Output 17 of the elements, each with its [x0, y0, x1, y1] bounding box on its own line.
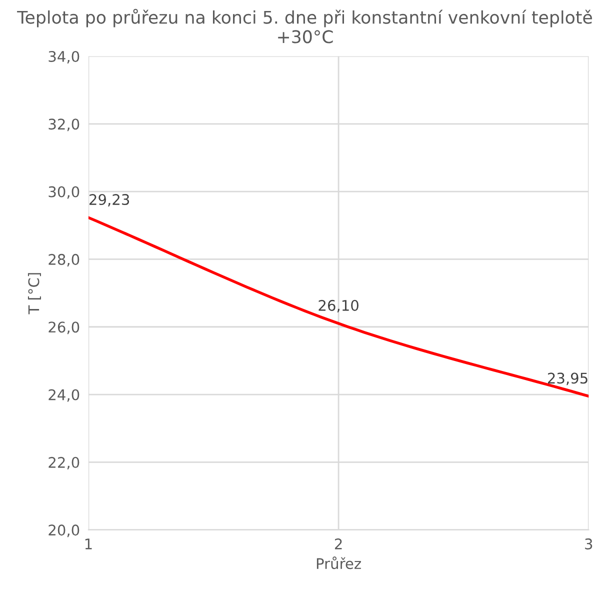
x-axis-title: Průřez	[316, 556, 361, 570]
y-tick-label: 24,0	[48, 389, 80, 402]
y-axis-title: T [°C]	[28, 273, 41, 314]
data-label: 29,23	[90, 194, 130, 207]
y-tick-label: 30,0	[48, 186, 80, 199]
x-tick-label: 2	[334, 538, 342, 550]
x-tick-label: 3	[585, 538, 592, 550]
y-tick-label: 28,0	[48, 254, 80, 266]
chart-title: Teplota po průřezu na konci 5. dne při konstantní venkovní teplotě +30°C	[17, 8, 592, 44]
y-tick-label: 34,0	[48, 50, 80, 64]
data-label: 23,95	[548, 372, 588, 386]
data-label: 26,10	[318, 300, 358, 312]
x-tick-label: 1	[85, 538, 92, 550]
y-tick-label: 26,0	[48, 322, 80, 334]
y-tick-label: 20,0	[48, 524, 80, 538]
y-tick-label: 32,0	[48, 118, 80, 132]
y-tick-label: 22,0	[48, 456, 80, 470]
